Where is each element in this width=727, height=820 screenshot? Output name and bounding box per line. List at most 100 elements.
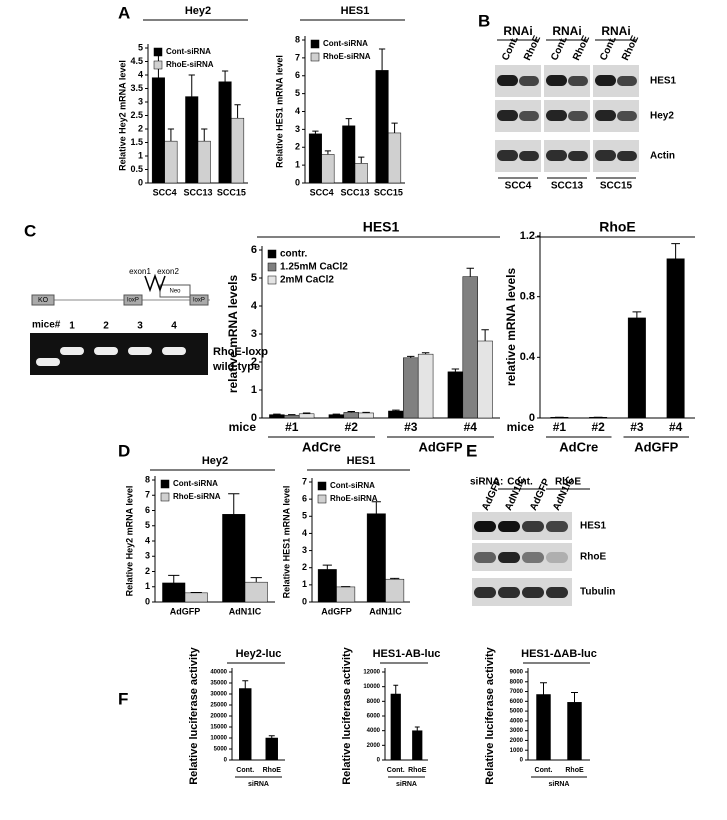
chart-title: Hey2 [202,455,228,467]
blot-band [519,76,539,86]
bar [244,581,268,603]
ko-box [31,294,55,306]
legend-label: contr. [280,249,307,260]
gene-label: exon2 [157,267,179,276]
bar [366,513,386,603]
legend-swatch [160,479,170,489]
error-bar [312,130,319,134]
bar [184,592,208,603]
legend-label: Cont-siRNA [323,39,368,48]
y-tick-label: 2 [145,566,150,576]
blot-prefix: siRNA: [470,477,503,488]
blot-band [546,110,567,121]
y-tick-label: 5 [251,272,257,284]
loxp-box [123,294,143,306]
chart-title: HES1-AB-luc [373,648,441,660]
y-tick-label: 3 [302,545,307,555]
error-bar [481,329,489,341]
cell-label: SCC4 [505,181,532,192]
chart-title: HES1 [363,219,400,235]
y-tick-label: 40000 [210,670,227,676]
y-tick-label: 0 [529,412,535,424]
error-bar [347,411,355,413]
y-tick-label: 5 [295,88,300,98]
y-tick-label: 0 [251,412,257,424]
blot-band [568,76,588,86]
error-bar [466,267,474,277]
row-label: Hey2 [650,111,674,122]
error-bar [414,726,420,731]
lane-label: 2 [103,321,109,332]
x-tick-label: Cont. [387,767,405,774]
bar [317,569,337,603]
group-label: Cont. [507,477,533,488]
x-tick-label: #3 [404,420,418,434]
y-tick-label: 1 [138,150,143,160]
x-tick-label: AdGFP [321,606,352,616]
x-tick-label: #2 [591,420,605,434]
y-tick-label: 6 [295,70,300,80]
bar [403,357,419,419]
bar [321,154,335,184]
error-bar [451,368,460,372]
blot-band [546,552,568,563]
gene-label: KO [38,297,49,304]
y-tick-label: 2 [251,356,257,368]
x-tick-label: RhoE [408,767,427,774]
blot-band [522,552,544,563]
bar [417,353,434,419]
bar [342,125,356,184]
row-label: Tubulin [580,587,615,598]
y-tick-label: 3 [295,124,300,134]
bar [477,340,493,419]
error-bar [268,735,275,738]
blot-band [162,347,186,355]
error-bar [302,412,311,414]
blot-band [497,110,518,121]
y-tick-label: 7 [295,52,300,62]
panel-letter: A [118,3,130,22]
y-tick-label: 5 [302,511,307,521]
bar [567,702,582,761]
y-tick-label: 7 [302,476,307,486]
error-bar [378,48,386,71]
exon-arrows [144,273,166,293]
bar [185,96,199,184]
bar [151,77,165,184]
x-tick-label: SCC13 [340,187,369,197]
error-bar [201,128,208,142]
blot-band [128,347,152,355]
legend-label: 2mM CaCl2 [280,275,334,286]
chart-title: HES1-ΔAB-luc [521,648,597,660]
error-bar [324,150,332,155]
y-tick-label: 3 [138,96,143,106]
bar [627,317,646,419]
blot-band [94,347,118,355]
y-tick-label: 6000 [510,699,524,705]
x-axis-label: siRNA [548,781,569,788]
legend-swatch [317,481,327,491]
bar [375,70,389,184]
row-label: Actin [650,151,675,162]
y-axis-label: Relative Hey2 mRNA level [117,60,127,171]
error-bar [250,577,262,583]
blot-band [595,150,616,161]
x-tick-label: #2 [345,420,359,434]
bar [269,414,285,419]
category-label: mice [229,420,257,434]
y-tick-label: 4000 [510,718,524,724]
legend-label: Cont-siRNA [330,481,375,490]
x-tick-label: RhoE [565,767,584,774]
x-tick-label: #1 [553,420,567,434]
blot-band [617,111,637,121]
blot-header: RNAi [503,24,532,38]
y-tick-label: 0 [520,758,524,764]
blot-band [595,110,616,121]
row-label: RhoE [580,552,606,563]
error-bar [393,684,399,694]
bar [162,582,186,603]
y-tick-label: 1 [251,384,257,396]
error-bar [358,156,365,164]
chart-title: Hey2 [185,5,211,17]
blot-band [498,587,520,598]
